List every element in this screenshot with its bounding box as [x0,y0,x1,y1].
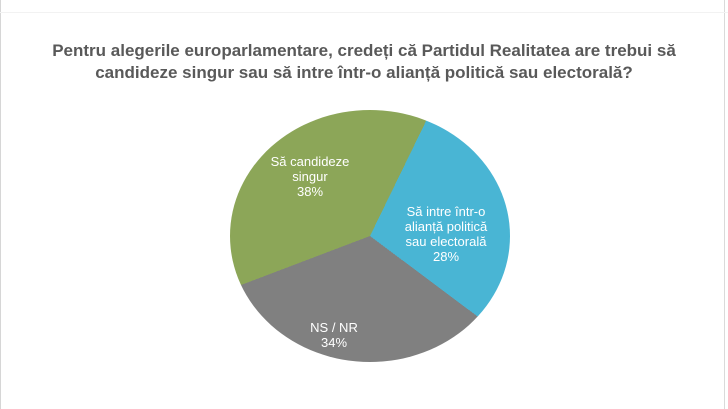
slide-right-edge-line [724,0,725,409]
chart-title: Pentru alegerile europarlamentare, crede… [52,41,676,82]
pie-label-line: 38% [296,184,324,199]
slide-left-edge-line [0,0,1,409]
pie-label-line: 28% [432,249,460,264]
pie-label-line: 34% [320,335,348,350]
pie-label-line: sau electorală [405,234,487,249]
pie-label-ns-nr: NS / NR 34% [274,320,394,350]
pie-label-line: singur [292,169,328,184]
pie-chart [230,110,510,362]
pie-label-sa-candideze-singur: Să candideze singur 38% [245,154,375,199]
pie-label-line: Să intre într-o [406,204,486,219]
pie-label-alianta-politica: Să intre într-o alianță politică sau elect… [386,204,506,264]
pie-label-line: NS / NR [310,320,358,335]
pie-label-line: alianță politică [404,219,488,234]
slide-top-edge-line [0,12,728,13]
pie-label-line: Să candideze [270,154,350,169]
